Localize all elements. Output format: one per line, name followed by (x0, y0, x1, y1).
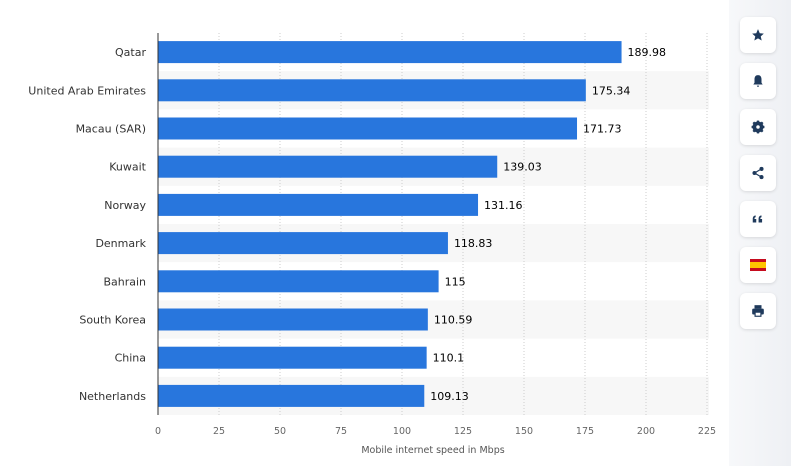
category-label: China (115, 352, 146, 365)
x-tick-label: 75 (335, 426, 347, 437)
category-label: United Arab Emirates (28, 84, 146, 97)
category-label: Qatar (115, 46, 146, 59)
value-label: 110.59 (434, 314, 473, 327)
x-axis-title: Mobile internet speed in Mbps (361, 445, 504, 456)
share-icon (752, 166, 764, 180)
spain-flag-icon (750, 259, 766, 271)
x-tick-label: 200 (637, 426, 655, 437)
value-label: 110.1 (433, 352, 465, 365)
notification-button[interactable] (740, 63, 776, 99)
value-label: 131.16 (484, 199, 523, 212)
value-label: 118.83 (454, 237, 493, 250)
x-tick-label: 100 (393, 426, 411, 437)
value-label: 189.98 (628, 46, 667, 59)
bar (158, 270, 439, 293)
cite-button[interactable] (740, 201, 776, 237)
bar (158, 384, 425, 407)
category-label: Macau (SAR) (76, 123, 146, 136)
x-tick-label: 50 (274, 426, 286, 437)
share-button[interactable] (740, 155, 776, 191)
value-label: 109.13 (430, 390, 469, 403)
language-button[interactable] (740, 247, 776, 283)
value-label: 139.03 (503, 161, 541, 174)
bar-chart: Qatar United Arab Emirates Macau (SAR) Kuwa… (28, 33, 716, 456)
quote-icon (752, 215, 763, 223)
x-tick-label: 25 (213, 426, 225, 437)
x-tick-label: 150 (515, 426, 533, 437)
print-icon (752, 305, 764, 317)
category-label: Denmark (95, 237, 146, 250)
bar (158, 232, 448, 255)
x-tick-label: 175 (576, 426, 594, 437)
bar (158, 308, 428, 331)
value-label: 115 (445, 275, 466, 288)
category-label: Netherlands (79, 390, 146, 403)
bar (158, 41, 622, 64)
bar (158, 346, 427, 369)
action-sidebar (729, 0, 791, 466)
value-label: 175.34 (592, 84, 631, 97)
category-label: Kuwait (109, 161, 146, 174)
bar (158, 155, 498, 178)
gear-icon (751, 120, 765, 134)
category-label: Bahrain (103, 275, 146, 288)
category-label: South Korea (79, 314, 146, 327)
bar (158, 193, 479, 216)
star-icon (752, 29, 764, 41)
print-button[interactable] (740, 293, 776, 329)
bell-icon (753, 75, 763, 87)
value-label: 171.73 (583, 123, 622, 136)
x-tick-label: 125 (454, 426, 472, 437)
x-tick-label: 0 (155, 426, 161, 437)
settings-button[interactable] (740, 109, 776, 145)
bar (158, 79, 586, 102)
category-label: Norway (104, 199, 146, 212)
x-tick-label: 225 (698, 426, 716, 437)
favorite-button[interactable] (740, 17, 776, 53)
bar (158, 117, 578, 140)
